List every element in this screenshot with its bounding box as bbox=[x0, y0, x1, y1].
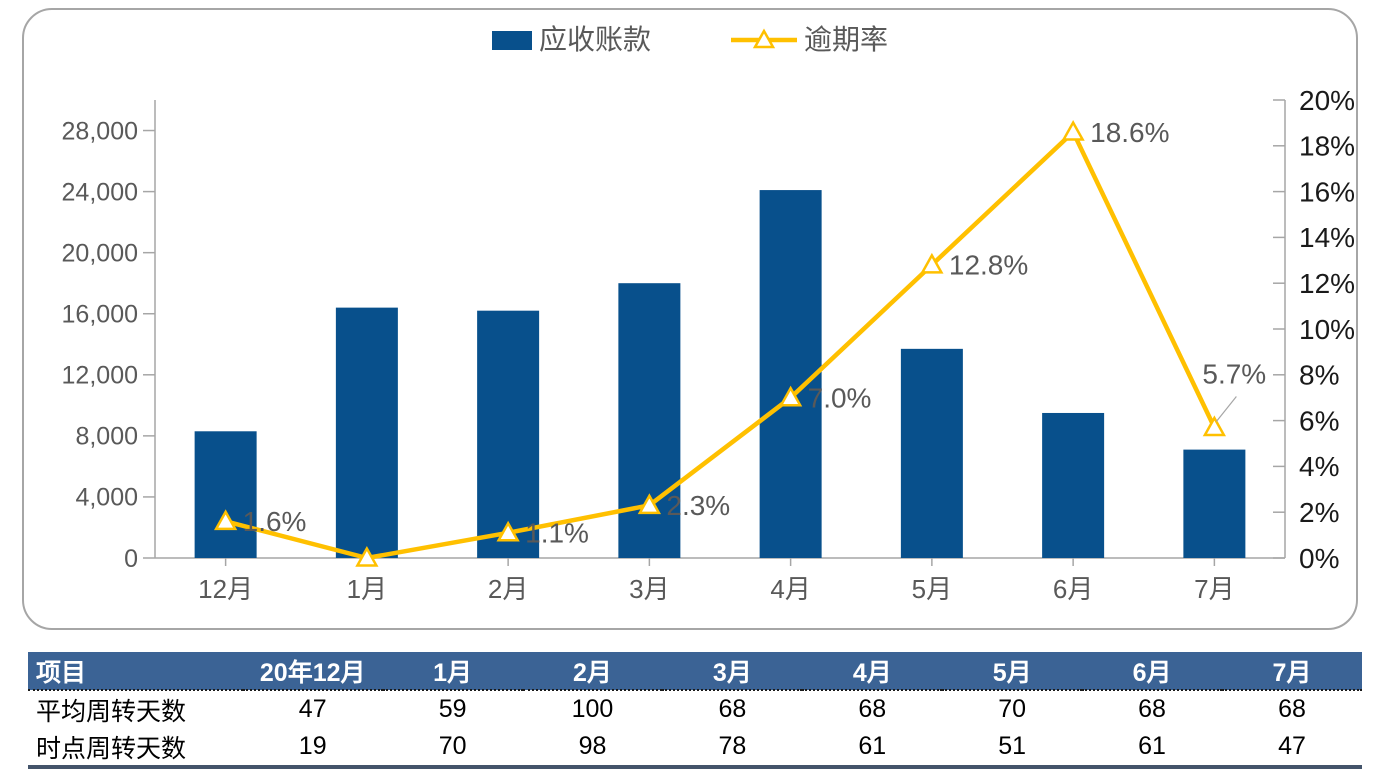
line-data-label: 1.1% bbox=[525, 518, 589, 549]
line-marker-5月 bbox=[920, 252, 944, 274]
line-marker-1月 bbox=[355, 545, 379, 567]
bar-12月 bbox=[194, 431, 257, 558]
right-axis-tick-label: 2% bbox=[1299, 497, 1339, 528]
table-cell: 68 bbox=[662, 689, 803, 728]
table-header-row: 项目 20年12月 1月 2月 3月 4月 5月 6月 7月 bbox=[28, 652, 1362, 690]
table-cell: 47 bbox=[1222, 728, 1362, 767]
x-axis-category-label: 5月 bbox=[912, 574, 952, 604]
line-data-label: 1.6% bbox=[243, 506, 307, 537]
line-data-label: 18.6% bbox=[1090, 117, 1169, 148]
right-axis-tick-label: 16% bbox=[1299, 176, 1355, 207]
right-axis-tick-label: 14% bbox=[1299, 222, 1355, 253]
bar-6月 bbox=[1042, 412, 1105, 558]
right-axis-tick-label: 12% bbox=[1299, 268, 1355, 299]
table-header-month: 3月 bbox=[662, 652, 803, 690]
table-header-item-col: 项目 bbox=[28, 652, 243, 690]
left-axis-tick-label: 20,000 bbox=[62, 239, 138, 267]
right-axis-tick-label: 20% bbox=[1299, 85, 1355, 116]
right-axis-tick-label: 0% bbox=[1299, 543, 1339, 574]
x-axis-category-label: 6月 bbox=[1053, 574, 1093, 604]
left-axis-tick-label: 8,000 bbox=[75, 423, 138, 451]
line-marker-12月 bbox=[213, 509, 238, 531]
table-cell: 68 bbox=[1222, 689, 1362, 728]
table-header-month: 7月 bbox=[1222, 652, 1362, 690]
line-data-label: 12.8% bbox=[949, 250, 1028, 281]
x-axis-category-label: 12月 bbox=[198, 574, 253, 604]
bar-4月 bbox=[759, 190, 822, 558]
line-series-swatch-icon bbox=[731, 28, 797, 49]
line-data-label: 7.0% bbox=[808, 383, 872, 414]
table-cell: 19 bbox=[242, 728, 383, 767]
bar-5月 bbox=[900, 348, 963, 558]
table-cell: 70 bbox=[942, 689, 1083, 728]
table-header-month: 4月 bbox=[802, 652, 943, 690]
table-cell: 47 bbox=[242, 689, 383, 728]
table-cell: 100 bbox=[522, 689, 663, 728]
table-cell: 59 bbox=[382, 689, 523, 728]
table-row-label: 时点周转天数 bbox=[28, 728, 243, 767]
x-axis-category-label: 1月 bbox=[347, 574, 387, 604]
table-cell: 68 bbox=[1082, 689, 1222, 728]
bar-series-swatch-icon bbox=[491, 30, 532, 50]
x-axis-category-label: 4月 bbox=[770, 574, 810, 604]
chart-legend: 应收账款 逾期率 bbox=[22, 26, 1358, 54]
overdue-rate-line bbox=[223, 129, 1217, 561]
right-axis-tick-label: 10% bbox=[1299, 314, 1355, 345]
table-header-month: 1月 bbox=[382, 652, 523, 690]
legend-item-overdue-rate: 逾期率 bbox=[731, 26, 888, 54]
table-row: 时点周转天数 19 70 98 78 61 51 61 47 bbox=[28, 728, 1362, 767]
table-cell: 51 bbox=[942, 728, 1083, 767]
table-header-month: 5月 bbox=[942, 652, 1083, 690]
line-marker-6月 bbox=[1061, 119, 1085, 141]
line-marker-2月 bbox=[496, 520, 520, 542]
table-header-month: 20年12月 bbox=[242, 652, 383, 690]
table-cell: 70 bbox=[382, 728, 523, 767]
right-axis-tick-label: 6% bbox=[1299, 405, 1339, 436]
table-cell: 78 bbox=[662, 728, 803, 767]
left-axis-tick-label: 0 bbox=[124, 545, 138, 573]
bar-2月 bbox=[477, 310, 540, 558]
x-axis-category-label: 3月 bbox=[629, 574, 669, 604]
combo-chart: 0 4,000 8,000 12,000 16,000 20,000 24,000 28,00… bbox=[62, 85, 1356, 604]
legend-bar-label: 应收账款 bbox=[538, 24, 651, 55]
table-header-month: 2月 bbox=[522, 652, 663, 690]
data-label-leader-line bbox=[1215, 396, 1237, 422]
bar-1月 bbox=[335, 307, 398, 558]
line-data-label: 2.3% bbox=[666, 490, 730, 521]
table-header-month: 6月 bbox=[1082, 652, 1222, 690]
line-marker-3月 bbox=[637, 493, 662, 515]
table-cell: 68 bbox=[802, 689, 943, 728]
left-axis-tick-label: 12,000 bbox=[62, 362, 138, 390]
line-marker-4月 bbox=[778, 385, 803, 407]
left-axis-tick-label: 24,000 bbox=[62, 178, 138, 206]
legend-line-label: 逾期率 bbox=[804, 24, 889, 55]
x-axis-category-label: 2月 bbox=[488, 574, 528, 604]
line-data-label: 5.7% bbox=[1202, 358, 1266, 389]
left-axis-tick-label: 4,000 bbox=[75, 484, 138, 512]
table-row: 平均周转天数 47 59 100 68 68 70 68 68 bbox=[28, 689, 1362, 728]
line-marker-7月 bbox=[1202, 415, 1227, 437]
table-cell: 61 bbox=[802, 728, 943, 767]
bar-7月 bbox=[1183, 449, 1246, 558]
legend-item-receivables: 应收账款 bbox=[491, 24, 651, 55]
right-axis-tick-label: 18% bbox=[1299, 131, 1355, 162]
table-row-label: 平均周转天数 bbox=[28, 689, 243, 728]
left-axis-tick-label: 16,000 bbox=[62, 300, 138, 328]
table-cell: 61 bbox=[1082, 728, 1222, 767]
left-axis-tick-label: 28,000 bbox=[62, 117, 138, 145]
turnover-days-table: 项目 20年12月 1月 2月 3月 4月 5月 6月 7月 平均周转天数 47 59 100 68 68… bbox=[28, 652, 1362, 769]
right-axis-tick-label: 4% bbox=[1299, 451, 1339, 482]
table-cell: 98 bbox=[522, 728, 663, 767]
right-axis-tick-label: 8% bbox=[1299, 360, 1339, 391]
x-axis-category-label: 7月 bbox=[1194, 574, 1234, 604]
